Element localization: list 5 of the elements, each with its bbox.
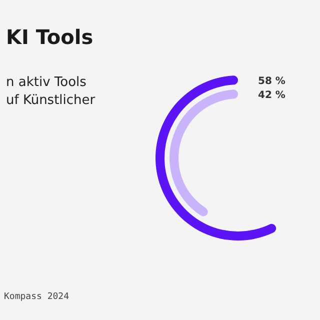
data-label: 58 % (258, 76, 286, 87)
data-label: 42 % (258, 90, 286, 101)
text: KI Tools (6, 25, 94, 49)
text: Kompass 2024 (4, 292, 70, 302)
text: n aktiv Tools uf Künstlicher (6, 75, 96, 108)
